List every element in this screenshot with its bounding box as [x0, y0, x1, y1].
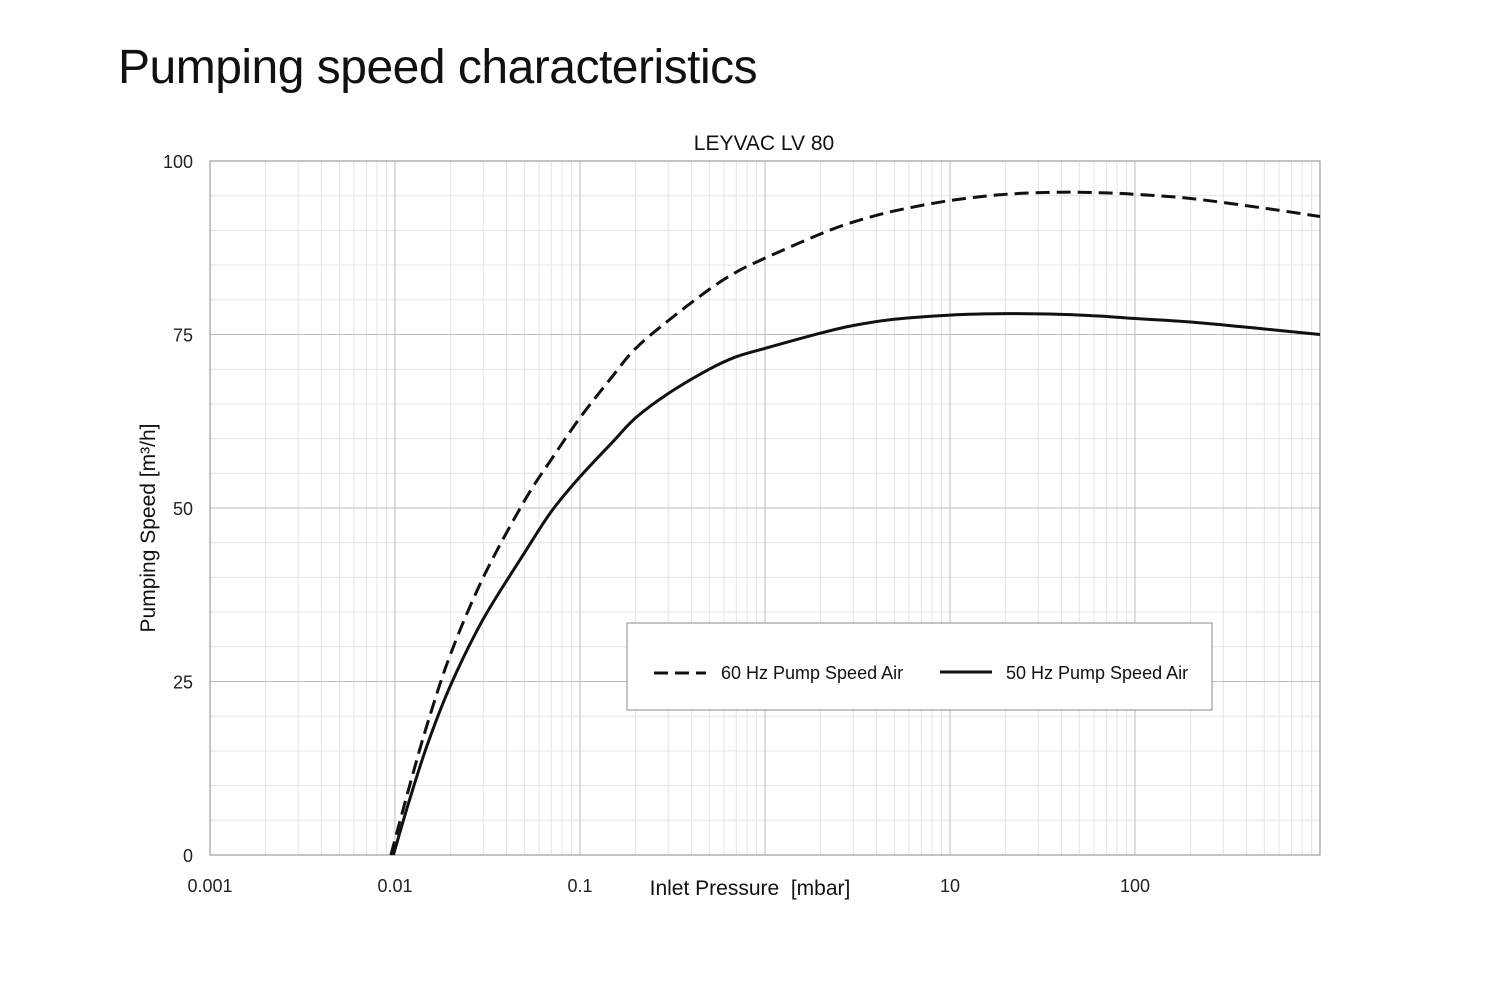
series-layer: [389, 190, 1321, 856]
y-tick-label: 100: [163, 152, 193, 172]
y-axis-label: Pumping Speed [m³/h]: [137, 424, 160, 633]
y-tick-label: 50: [173, 499, 193, 519]
x-tick-label: 0.001: [187, 876, 232, 896]
y-tick-label: 0: [183, 846, 193, 866]
x-tick-label: 10: [940, 876, 960, 896]
legend: 60 Hz Pump Speed Air 50 Hz Pump Speed Ai…: [626, 622, 1213, 711]
y-tick-label: 25: [173, 673, 193, 693]
series-line-60hz: [389, 190, 1321, 856]
x-axis-label: Inlet Pressure [mbar]: [650, 877, 851, 900]
legend-label-50hz: 50 Hz Pump Speed Air: [1006, 663, 1188, 683]
legend-label-60hz: 60 Hz Pump Speed Air: [721, 663, 903, 683]
chart-title: LEYVAC LV 80: [694, 132, 834, 155]
x-tick-label: 0.01: [377, 876, 412, 896]
y-tick-label: 75: [173, 326, 193, 346]
tick-labels: 0.001 0.01 0.1 10 100 0 25 50 75 100: [163, 152, 1150, 896]
series-line-50hz: [391, 312, 1321, 856]
x-tick-label: 0.1: [567, 876, 592, 896]
x-tick-label: 100: [1120, 876, 1150, 896]
legend-box: [626, 622, 1213, 711]
page-title: Pumping speed characteristics: [118, 41, 758, 94]
plot-frame: [209, 160, 1321, 856]
